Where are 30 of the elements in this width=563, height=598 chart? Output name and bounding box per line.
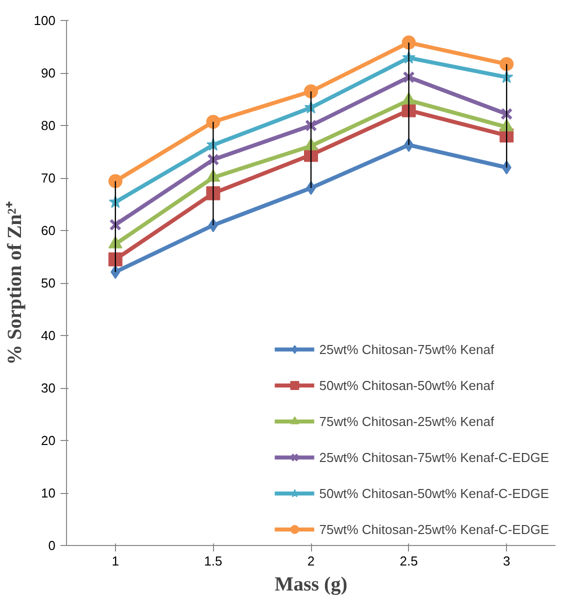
y-tick-label: 70: [41, 170, 56, 186]
legend-label: 75wt% Chitosan-25wt% Kenaf: [319, 414, 494, 428]
y-tick-label: 40: [41, 328, 56, 343]
y-tick-label: 30: [41, 380, 56, 396]
y-tick-label: 50: [41, 276, 56, 290]
legend-label: 25wt% Chitosan-75wt% Kenaf-C-EDGE: [319, 450, 549, 464]
legend-label: 50wt% Chitosan-50wt% Kenaf-C-EDGE: [319, 486, 549, 500]
x-axis-title: Mass (g): [274, 574, 348, 596]
y-tick-label: 100: [34, 13, 56, 28]
x-tick-label: 1.5: [204, 554, 222, 568]
point: [108, 174, 122, 188]
x-tick-label: 1: [112, 554, 120, 568]
point: [304, 84, 318, 98]
y-axis-title: % Sorption of Zn²⁺: [4, 201, 26, 365]
legend-label: 50wt% Chitosan-50wt% Kenaf: [319, 378, 494, 392]
legend-label: 25wt% Chitosan-75wt% Kenaf: [319, 342, 494, 356]
point: [206, 114, 220, 129]
point: [500, 57, 514, 72]
y-tick-label: 0: [48, 538, 56, 553]
y-tick-label: 80: [41, 118, 56, 133]
y-tick-label: 20: [41, 433, 56, 448]
point: [402, 36, 416, 50]
x-tick-label: 2: [307, 554, 315, 568]
y-tick-label: 60: [41, 223, 56, 238]
legend-label: 75wt% Chitosan-25wt% Kenaf-C-EDGE: [319, 522, 549, 536]
y-tick-label: 10: [41, 486, 56, 500]
y-tick-label: 90: [41, 66, 56, 80]
point: [108, 252, 122, 266]
x-tick-label: 3: [502, 554, 510, 568]
x-tick-label: 2.5: [400, 554, 418, 568]
